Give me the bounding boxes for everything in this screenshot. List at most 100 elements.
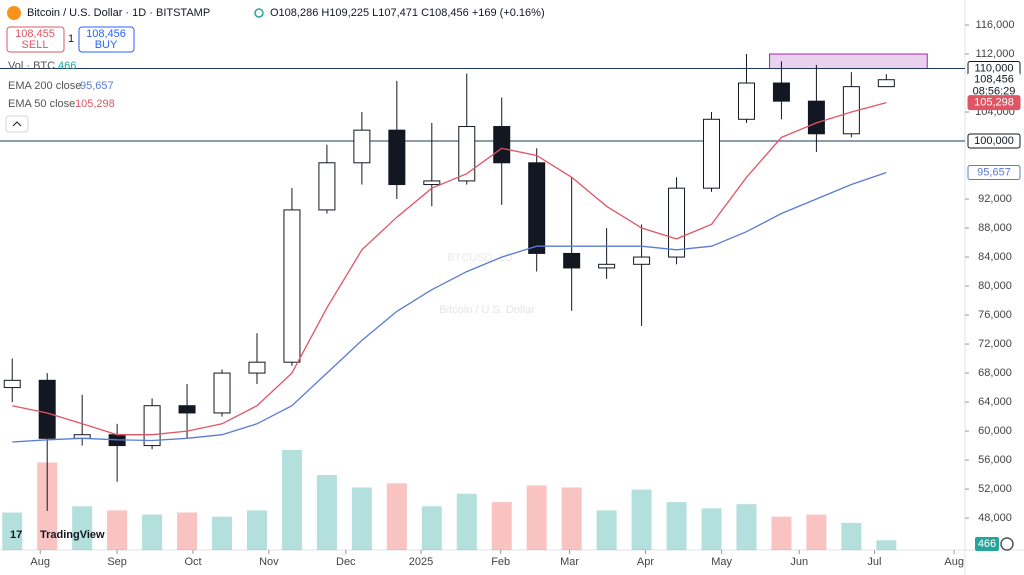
last-price-tag [968,72,1020,101]
volume-badge [975,537,999,551]
y-tick-label: 64,000 [978,396,1012,408]
volume-bar [107,510,128,550]
sell-price: 108,455 [15,28,55,40]
logo-mark: 17 [10,529,22,541]
y-tick-label: 76,000 [978,309,1012,321]
candle-body [423,180,441,186]
x-tick-label: Jul [867,556,881,568]
ohlc-legend: O108,286 H109,225 L107,471 C108,456 +169… [270,7,545,19]
candle-body [493,126,511,164]
x-tick-label: Aug [30,556,50,568]
candle-body [703,118,721,189]
price-tag-label: 110,000 [975,62,1014,74]
ema-line [12,101,887,436]
volume-badge-label: 466 [978,538,996,550]
candle-body [598,263,616,269]
candle-body [38,379,56,439]
collapse-button[interactable] [5,115,29,133]
plot [0,53,965,550]
volume-bar [142,514,163,550]
y-tick-label: 56,000 [978,454,1012,466]
sell-label: SELL [22,39,49,51]
logo: TradingView [40,529,105,541]
y-tick-label: 60,000 [978,425,1012,437]
candle-body [283,209,301,363]
x-tick-label: Aug [944,556,964,568]
x-tick-label: Sep [107,556,127,568]
sell-button[interactable] [6,26,65,53]
x-tick-label: 2025 [409,556,433,568]
price-tag [967,133,1021,149]
candle-body [458,126,476,182]
volume-bar [72,506,93,550]
candle-body [877,79,895,88]
volume-bar [596,510,617,550]
buy-price: 108,456 [86,28,126,40]
ema-line [12,171,887,443]
y-tick-label: 112,000 [976,48,1015,60]
volume-bar [666,502,687,550]
volume-bar [526,485,547,550]
candle-body [3,379,21,389]
buy-label: BUY [95,39,118,51]
y-tick-label: 72,000 [978,338,1012,350]
candle-body [318,162,336,211]
chart-title[interactable]: Bitcoin / U.S. Dollar · 1D · BITSTAMP [27,7,210,19]
volume-bar [386,483,407,550]
y-tick-label: 48,000 [978,512,1012,524]
watermark-subtitle: Bitcoin / U.S. Dollar [439,304,535,316]
settings-icon[interactable] [1000,537,1014,551]
legend-name: EMA 50 close [8,98,75,110]
collapse-icon [12,121,22,127]
symbol-icon [7,6,21,20]
y-tick-label: 116,000 [976,19,1015,31]
price-tag [967,165,1021,181]
watermark: BTCUSD, 1D [447,252,512,264]
x-tick-label: May [711,556,732,568]
candle-body [528,162,546,254]
volume-legend-value: 466 [58,60,76,72]
candle-body [353,129,371,164]
volume-bar [701,508,722,550]
volume-bar [631,489,652,550]
x-tick-label: Mar [560,556,579,568]
price-tag [967,95,1021,111]
volume-bar [876,540,897,550]
price-tag-label: 105,298 [974,97,1014,109]
spread: 1 [68,33,74,45]
y-tick-label: 88,000 [978,222,1012,234]
y-tick-label: 52,000 [978,483,1012,495]
resistance-zone [769,53,928,70]
x-tick-label: Feb [491,556,510,568]
candle-body [563,252,581,269]
y-tick-label: 92,000 [978,193,1012,205]
candle-body [633,256,651,265]
price-tag-label: 95,657 [977,166,1011,178]
volume-bar [736,504,757,550]
x-tick-label: Dec [336,556,356,568]
candle-body [807,100,825,135]
volume-bar [456,493,477,550]
volume-bar [351,487,372,550]
volume-bar [246,510,267,550]
candle-body [213,372,231,414]
buy-button[interactable] [78,26,135,53]
volume-bar [177,512,198,550]
volume-bar [491,502,512,550]
volume-bar [806,514,827,550]
legend-name: EMA 200 close [8,80,81,92]
status-dot [254,8,264,18]
x-tick-label: Apr [637,556,654,568]
countdown: 08:56:29 [973,86,1016,98]
volume-bar [316,475,337,550]
volume-bar [841,522,862,550]
candle-body [143,405,161,447]
volume-legend-label: Vol · BTC [8,60,55,72]
volume-bar [2,512,23,550]
y-tick-label: 84,000 [978,251,1012,263]
x-tick-label: Jun [790,556,808,568]
volume-bar [771,516,792,550]
overlay: Bitcoin / U.S. Dollar · 1D · BITSTAMP O1… [5,6,1021,551]
